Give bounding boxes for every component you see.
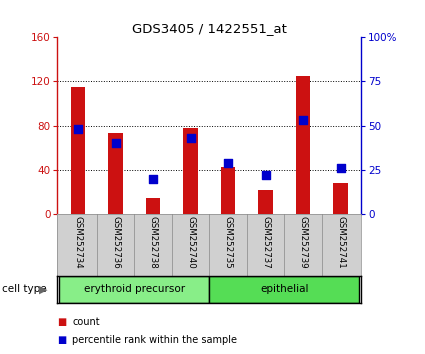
Text: GSM252737: GSM252737 bbox=[261, 216, 270, 269]
Text: ▶: ▶ bbox=[39, 284, 48, 295]
Bar bbox=[146, 198, 160, 214]
Text: erythroid precursor: erythroid precursor bbox=[84, 284, 185, 295]
Text: GSM252740: GSM252740 bbox=[186, 216, 195, 269]
Point bbox=[337, 165, 344, 171]
Bar bbox=[334, 183, 348, 214]
Text: GSM252741: GSM252741 bbox=[336, 216, 345, 269]
Point bbox=[112, 141, 119, 146]
Point bbox=[300, 118, 306, 123]
Text: percentile rank within the sample: percentile rank within the sample bbox=[72, 335, 237, 345]
Text: GSM252739: GSM252739 bbox=[299, 216, 308, 269]
Title: GDS3405 / 1422551_at: GDS3405 / 1422551_at bbox=[132, 22, 287, 35]
Point bbox=[75, 126, 82, 132]
Bar bbox=[59, 276, 210, 303]
Text: GSM252735: GSM252735 bbox=[224, 216, 232, 269]
Text: GSM252738: GSM252738 bbox=[149, 216, 158, 269]
Point bbox=[225, 160, 232, 166]
Bar bbox=[184, 128, 198, 214]
Bar bbox=[296, 76, 310, 214]
Bar bbox=[210, 276, 360, 303]
Text: GSM252736: GSM252736 bbox=[111, 216, 120, 269]
Text: GSM252734: GSM252734 bbox=[74, 216, 82, 269]
Text: cell type: cell type bbox=[2, 284, 47, 295]
Point bbox=[187, 135, 194, 141]
Bar bbox=[108, 133, 123, 214]
Bar bbox=[258, 190, 273, 214]
Bar bbox=[221, 167, 235, 214]
Point bbox=[150, 176, 156, 182]
Text: ■: ■ bbox=[57, 335, 67, 345]
Point bbox=[262, 172, 269, 178]
Bar bbox=[71, 87, 85, 214]
Text: ■: ■ bbox=[57, 317, 67, 327]
Text: count: count bbox=[72, 317, 100, 327]
Text: epithelial: epithelial bbox=[260, 284, 309, 295]
